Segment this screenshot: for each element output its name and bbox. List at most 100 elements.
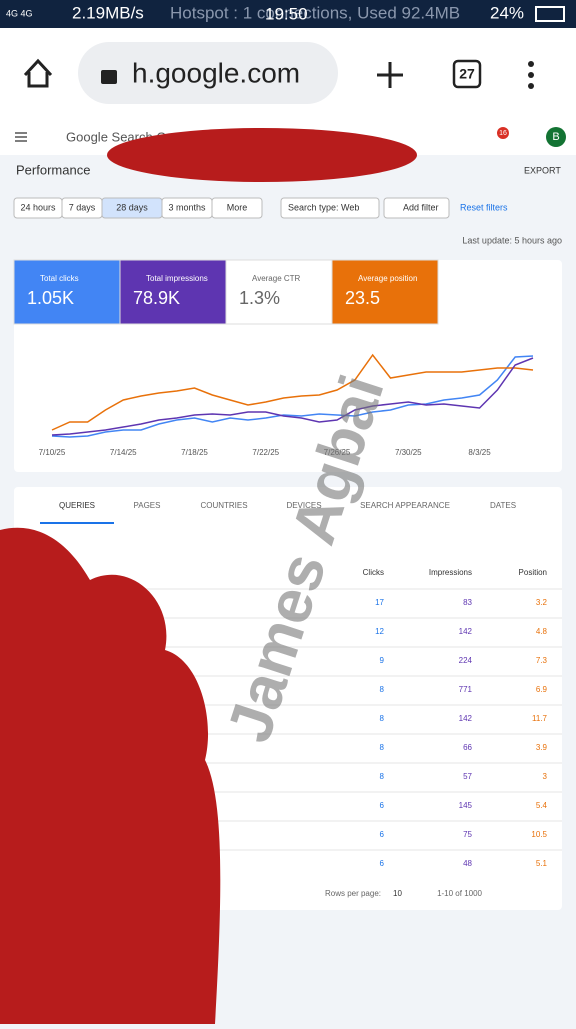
range: 1-10 of 1000 (437, 889, 482, 898)
cell: 7.3 (536, 656, 548, 665)
rows-label: Rows per page: (325, 889, 381, 898)
cell: 4.8 (536, 627, 548, 636)
add-filter-label: Add filter (403, 202, 439, 212)
column-header: Position (519, 568, 547, 577)
cell: 9 (380, 656, 385, 665)
metric-value: 1.05K (27, 288, 74, 308)
notif-count: 16 (499, 130, 507, 137)
metric-value: 1.3% (239, 288, 280, 308)
notif (497, 127, 509, 139)
range-label: 7 days (69, 202, 96, 212)
tab-underline (40, 522, 114, 524)
column-header: Clicks (363, 568, 384, 577)
cell: 145 (459, 801, 473, 810)
cell: 142 (459, 714, 473, 723)
url: h.google.com (132, 57, 300, 88)
metric-box[interactable] (13, 259, 121, 325)
search-type-label: Search type: Web (288, 202, 359, 212)
tab: PAGES (134, 501, 161, 510)
new-tab[interactable] (377, 62, 403, 88)
cell: 17 (375, 598, 384, 607)
x-tick-label: 8/3/25 (468, 448, 491, 457)
tab: SEARCH APPEARANCE (360, 501, 450, 510)
tab: DATES (490, 501, 516, 510)
status-bar (0, 0, 576, 28)
cell: 48 (463, 859, 472, 868)
rows-value: 10 (393, 889, 402, 898)
tab: QUERIES (59, 501, 95, 510)
x-tick-label: 7/14/25 (110, 448, 137, 457)
lock-icon (101, 70, 117, 84)
series-line (51, 357, 534, 436)
series-line (51, 353, 534, 431)
range-label: More (227, 202, 248, 212)
time: 19:50 (265, 4, 308, 23)
cell: 771 (459, 685, 473, 694)
menu-dot (528, 72, 534, 78)
add-filter[interactable] (383, 197, 450, 219)
cell: 3 (543, 772, 548, 781)
x-tick-label: 7/10/25 (39, 448, 66, 457)
avatar-letter: B (552, 131, 559, 143)
column-header: Impressions (429, 568, 472, 577)
menu-dot (528, 83, 534, 89)
cell: 6 (380, 801, 385, 810)
cell: 11.7 (532, 714, 548, 723)
cell: 3.9 (536, 743, 548, 752)
section: Performance (16, 162, 90, 177)
tabs-box[interactable] (452, 59, 482, 89)
metric-value: 78.9K (133, 288, 180, 308)
range-label: 28 days (116, 202, 148, 212)
hotspot: Hotspot : 1 connections, Used 92.4MB (170, 3, 460, 22)
cell: 8 (380, 743, 385, 752)
cell: 66 (463, 743, 472, 752)
metric-label: Total impressions (146, 274, 208, 283)
network: 4G 4G (6, 8, 33, 18)
cell: 6 (380, 859, 385, 868)
cell: 6.9 (536, 685, 548, 694)
cell: 8 (380, 685, 385, 694)
x-tick-label: 7/18/25 (181, 448, 208, 457)
cell: 83 (463, 598, 472, 607)
x-tick-label: 7/26/25 (324, 448, 351, 457)
metric-label: Total clicks (40, 274, 79, 283)
address-bar[interactable] (78, 42, 338, 104)
export: EXPORT (524, 165, 561, 175)
tab-count: 27 (459, 66, 475, 82)
cell: 142 (459, 627, 473, 636)
metric-box[interactable] (119, 259, 227, 325)
cell: 57 (463, 772, 472, 781)
redaction (0, 527, 221, 1024)
tab: COUNTRIES (200, 501, 247, 510)
tab: DEVICES (286, 501, 321, 510)
range-chip[interactable] (211, 197, 263, 219)
x-tick-label: 7/30/25 (395, 448, 422, 457)
range-label: 24 hours (20, 202, 56, 212)
metric-box[interactable] (331, 259, 439, 325)
speed: 2.19MB/s (72, 3, 144, 22)
x-tick-label: 7/22/25 (252, 448, 279, 457)
cell: 224 (459, 656, 473, 665)
cell: 75 (463, 830, 472, 839)
battery-icon (535, 6, 565, 22)
reset: Reset filters (460, 202, 508, 212)
metric-label: Average position (358, 274, 417, 283)
cell: 8 (380, 772, 385, 781)
avatar[interactable] (546, 127, 566, 147)
home-icon[interactable] (23, 58, 53, 88)
battery: 24% (490, 3, 524, 22)
last-update: Last update: 5 hours ago (462, 235, 562, 245)
cell: 8 (380, 714, 385, 723)
range-label: 3 months (168, 202, 206, 212)
series-line (51, 355, 534, 438)
search-type[interactable] (280, 197, 380, 219)
cell: 6 (380, 830, 385, 839)
cell: 3.2 (536, 598, 548, 607)
hamburger[interactable] (15, 132, 27, 142)
cell: 12 (375, 627, 384, 636)
menu-dot (528, 61, 534, 67)
redaction (107, 128, 417, 182)
cell: 5.1 (536, 859, 548, 868)
cell: 10.5 (531, 830, 547, 839)
